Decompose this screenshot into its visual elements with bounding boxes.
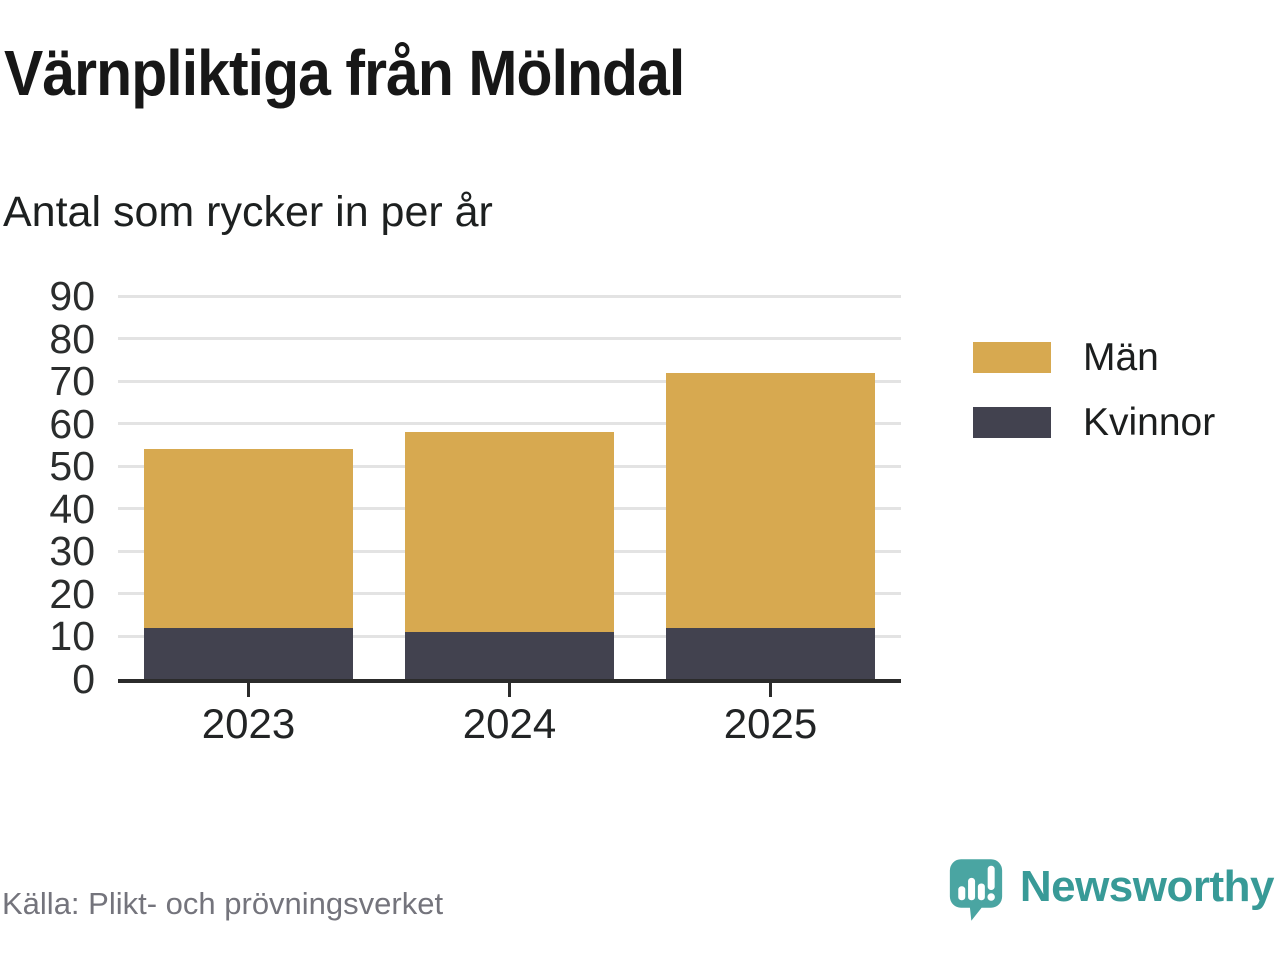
newsworthy-wordmark: Newsworthy (1019, 862, 1275, 911)
y-axis: 0 10 20 30 40 50 60 70 80 90 (0, 275, 95, 700)
gridline (118, 337, 901, 341)
x-tick (769, 682, 772, 697)
y-tick-label: 70 (49, 358, 95, 405)
bar-segment-kvinnor-2023 (144, 627, 353, 679)
x-tick-label: 2023 (201, 700, 296, 747)
chart-title: Värnpliktiga från Mölndal (4, 37, 685, 109)
source-note: Källa: Plikt- och prövningsverket (2, 886, 444, 921)
legend: Män Kvinnor (973, 338, 1215, 468)
y-tick-label: 50 (49, 443, 95, 490)
newsworthy-bubble-icon (949, 859, 1002, 921)
y-tick-label: 0 (72, 656, 95, 702)
y-tick-label: 40 (49, 485, 95, 532)
y-tick-label: 10 (49, 613, 95, 660)
legend-label-man: Män (1083, 336, 1159, 379)
newsworthy-logo: Newsworthy (948, 856, 1275, 924)
legend-label-kvinnor: Kvinnor (1083, 401, 1216, 444)
x-tick (508, 682, 511, 697)
chart-subtitle: Antal som rycker in per år (3, 188, 493, 236)
legend-swatch-man (973, 342, 1051, 373)
y-tick-label: 20 (49, 570, 95, 617)
bar-segment-män-2025 (666, 372, 875, 628)
x-axis: 2023 2024 2025 (118, 700, 901, 760)
y-tick-label: 80 (49, 315, 95, 362)
y-tick-label: 30 (49, 528, 95, 575)
gridline (118, 294, 901, 298)
gridline (118, 379, 901, 383)
x-tick (247, 682, 250, 697)
bar-segment-kvinnor-2025 (666, 627, 875, 679)
bar-segment-kvinnor-2024 (405, 632, 614, 679)
bar-segment-män-2024 (405, 432, 614, 633)
legend-item-kvinnor: Kvinnor (973, 403, 1215, 442)
bar-segment-män-2023 (144, 449, 353, 628)
legend-swatch-kvinnor (973, 407, 1051, 438)
legend-item-man: Män (973, 338, 1215, 377)
gridline (118, 422, 901, 426)
y-tick-label: 60 (49, 400, 95, 447)
x-tick-label: 2025 (723, 700, 818, 747)
x-tick-label: 2024 (462, 700, 557, 747)
y-tick-label: 90 (49, 273, 95, 319)
plot-area (118, 294, 901, 697)
